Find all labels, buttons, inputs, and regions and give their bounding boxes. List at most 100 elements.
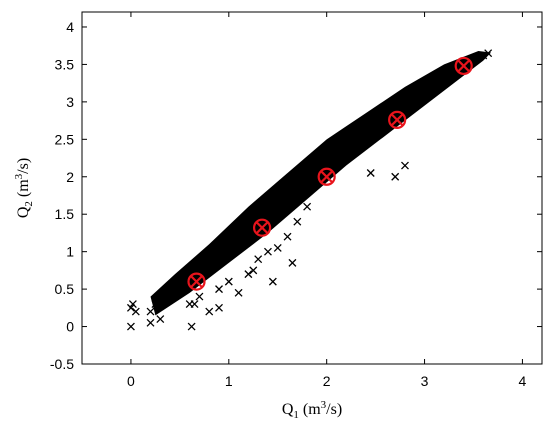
scatter-point bbox=[401, 161, 409, 170]
scatter-point bbox=[430, 75, 439, 84]
scatter-point bbox=[219, 240, 228, 249]
scatter-point bbox=[249, 213, 258, 222]
y-tick-label: -0.5 bbox=[50, 356, 74, 372]
highlight-point bbox=[388, 110, 407, 129]
scatter-point bbox=[263, 202, 272, 211]
y-tick-label: 2 bbox=[66, 169, 74, 185]
scatter-point bbox=[293, 172, 302, 181]
scatter-point bbox=[175, 285, 184, 294]
scatter-point bbox=[131, 307, 140, 316]
scatter-point bbox=[244, 270, 253, 279]
scatter-point bbox=[151, 300, 160, 309]
scatter-point bbox=[156, 315, 165, 324]
scatter-point bbox=[440, 71, 449, 80]
scatter-point bbox=[254, 255, 263, 264]
scatter-point bbox=[200, 262, 209, 271]
scatter-point bbox=[293, 217, 302, 226]
scatter-point bbox=[224, 236, 233, 245]
scatter-point bbox=[166, 288, 175, 297]
y-tick-label: 1 bbox=[66, 244, 74, 260]
scatter-point bbox=[254, 210, 263, 219]
scatter-point bbox=[210, 255, 219, 264]
highlight-point bbox=[252, 218, 272, 237]
scatter-point bbox=[303, 165, 312, 174]
scatter-point bbox=[273, 243, 282, 252]
scatter-point bbox=[224, 277, 233, 286]
scatter-point bbox=[268, 277, 277, 286]
scatter-point bbox=[327, 146, 336, 155]
scatter-point bbox=[126, 322, 135, 331]
scatter-point bbox=[205, 307, 214, 316]
x-axis-label: Q1 (m3/s) bbox=[282, 399, 342, 421]
x-tick-label: 1 bbox=[225, 373, 233, 389]
scatter-point bbox=[263, 247, 272, 256]
scatter-point bbox=[273, 191, 282, 200]
scatter-point bbox=[229, 232, 238, 241]
scatter-point bbox=[215, 285, 223, 294]
scatter-point bbox=[156, 296, 165, 305]
scatter-point bbox=[259, 206, 268, 215]
scatter-point bbox=[234, 288, 243, 297]
scatter-point bbox=[283, 184, 292, 192]
y-tick-label: 3 bbox=[66, 94, 74, 110]
scatter-point bbox=[298, 169, 307, 177]
scatter-point bbox=[239, 221, 248, 230]
scatter-point bbox=[128, 300, 137, 309]
highlight-point bbox=[454, 56, 473, 76]
scatter-point bbox=[391, 101, 400, 110]
scatter-point bbox=[322, 150, 331, 159]
scatter-point bbox=[410, 90, 419, 99]
scatter-cloud bbox=[126, 49, 493, 331]
scatter-point bbox=[317, 154, 326, 163]
scatter-point bbox=[161, 292, 170, 301]
y-tick-label: 3.5 bbox=[55, 56, 75, 72]
scatter-point bbox=[352, 127, 361, 136]
scatter-point bbox=[484, 49, 493, 58]
scatter-point bbox=[268, 195, 277, 204]
scatter-point bbox=[249, 266, 258, 275]
scatter-point bbox=[244, 217, 253, 226]
scatter-point bbox=[146, 307, 155, 316]
scatter-point bbox=[401, 97, 409, 106]
scatter-point bbox=[126, 303, 135, 312]
y-tick-label: 4 bbox=[66, 19, 74, 35]
x-tick-label: 0 bbox=[127, 373, 135, 389]
scatter-point bbox=[342, 135, 351, 144]
scatter-point bbox=[308, 161, 316, 170]
y-tick-label: 1.5 bbox=[55, 206, 75, 222]
y-axis-label: Q2 (m3/s) bbox=[13, 158, 35, 218]
y-tick-label: 0.5 bbox=[55, 281, 75, 297]
scatter-point bbox=[278, 187, 287, 196]
x-tick-label: 4 bbox=[519, 373, 527, 389]
plot-area-frame bbox=[81, 11, 543, 365]
scatter-point bbox=[371, 116, 380, 125]
scatter-point bbox=[195, 292, 204, 301]
scatter-point bbox=[190, 300, 199, 309]
scatter-point bbox=[215, 247, 223, 256]
x-axis-ticks: 0 1 2 3 4 bbox=[127, 12, 527, 389]
scatter-point bbox=[215, 303, 223, 312]
scatter-point bbox=[420, 82, 429, 91]
x-tick-label: 2 bbox=[323, 373, 331, 389]
highlight-point bbox=[317, 167, 336, 186]
scatter-point bbox=[180, 281, 189, 290]
scatter-point bbox=[361, 124, 370, 133]
scatter-point bbox=[146, 318, 155, 327]
scatter-point bbox=[185, 277, 194, 286]
scatter-point bbox=[391, 172, 400, 181]
scatter-point bbox=[381, 109, 390, 118]
scatter-point bbox=[205, 258, 214, 267]
scatter-point bbox=[288, 258, 297, 267]
y-tick-label: 2.5 bbox=[55, 131, 75, 147]
scatter-point bbox=[283, 232, 292, 241]
scatter-point bbox=[234, 225, 243, 234]
scatter-point bbox=[479, 51, 488, 60]
scatter-point bbox=[187, 322, 196, 331]
y-tick-label: 0 bbox=[66, 319, 74, 335]
scatter-point bbox=[366, 169, 375, 177]
x-tick-label: 3 bbox=[421, 373, 429, 389]
highlight-point bbox=[187, 272, 206, 291]
y-axis-ticks: -0.5 0 0.5 1 1.5 2 2.5 3 3.5 4 bbox=[50, 19, 542, 372]
scatter-point bbox=[303, 202, 312, 211]
